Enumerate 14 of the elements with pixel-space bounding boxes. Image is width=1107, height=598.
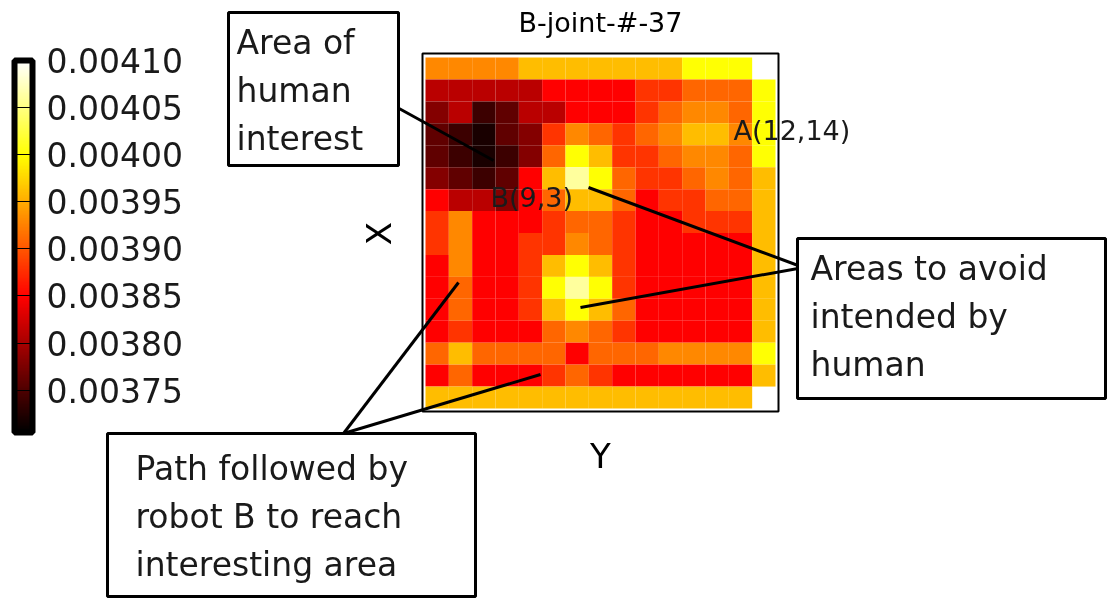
color-bar-label: 0.00410: [46, 42, 183, 81]
color-bar-label: 0.00400: [46, 136, 183, 176]
color-bar-label: 0.00385: [46, 277, 183, 317]
text: Path followed by robot B to reach interesting area: [135, 449, 409, 584]
x-axis-title: Y: [589, 435, 612, 476]
chart-title: B-joint-#-37: [518, 7, 683, 38]
color-bar-label: 0.00380: [46, 324, 183, 364]
text: Areas to avoid intended by human: [810, 249, 1048, 384]
color-bar-label: 0.00405: [46, 89, 183, 129]
color-bar-label: 0.00375: [46, 371, 183, 411]
y-axis-title: X: [358, 221, 399, 246]
color-bar-label: 0.00390: [46, 230, 183, 270]
text: Area of human interest: [236, 23, 364, 158]
color-bar-label: 0.00395: [46, 183, 183, 223]
